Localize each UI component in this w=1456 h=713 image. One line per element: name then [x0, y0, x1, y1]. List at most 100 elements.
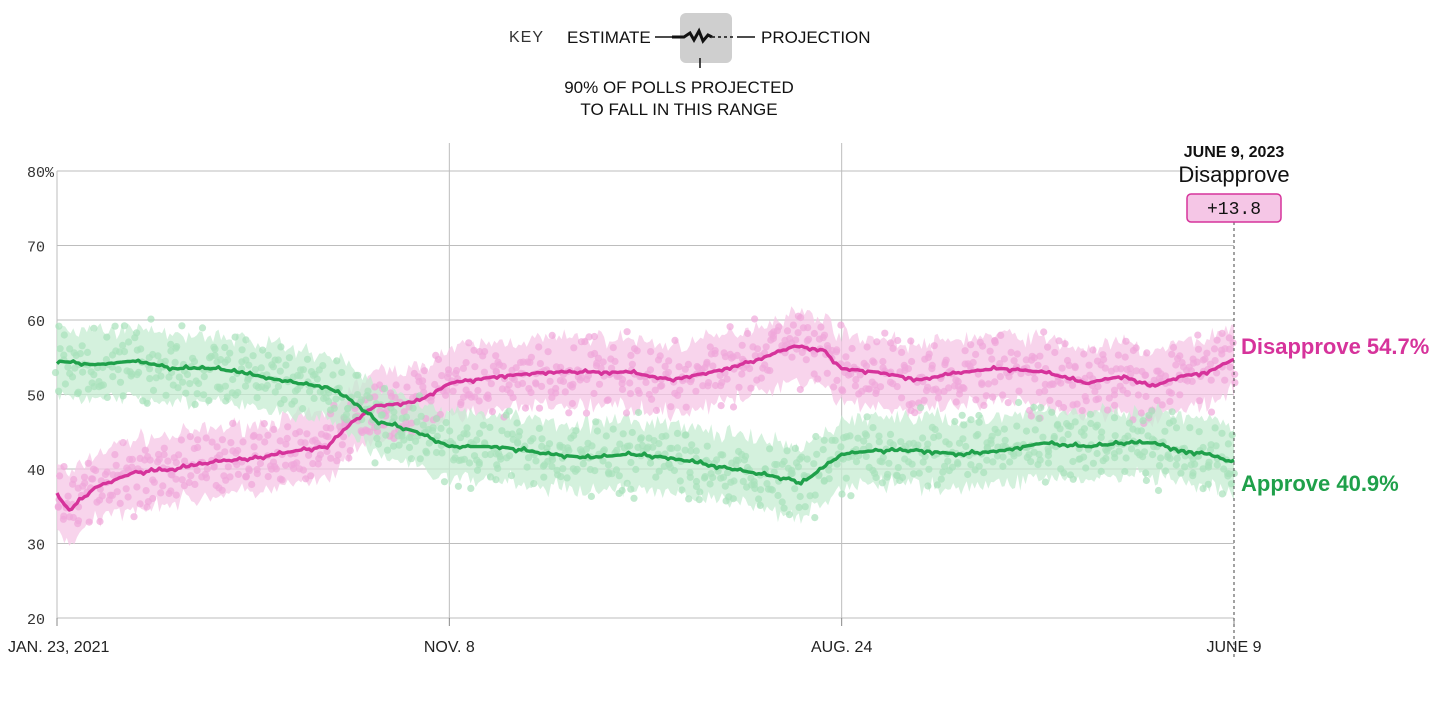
disapprove-poll-dot	[1078, 407, 1086, 415]
approve-poll-dot	[872, 473, 880, 482]
disapprove-poll-dot	[488, 408, 496, 416]
approve-poll-dot	[862, 431, 871, 439]
disapprove-poll-dot	[879, 357, 887, 366]
approve-poll-dot	[299, 366, 307, 374]
approve-poll-dot	[514, 438, 522, 446]
disapprove-poll-dot	[474, 386, 482, 395]
disapprove-poll-dot	[622, 409, 631, 417]
approve-poll-dot	[847, 492, 855, 500]
disapprove-poll-dot	[692, 387, 700, 395]
disapprove-poll-dot	[1051, 348, 1059, 357]
approve-poll-dot	[1115, 447, 1123, 455]
disapprove-poll-dot	[955, 390, 964, 398]
disapprove-poll-dot	[1058, 364, 1066, 372]
disapprove-poll-dot	[1226, 345, 1234, 353]
disapprove-poll-dot	[1176, 391, 1184, 399]
approve-poll-dot	[919, 434, 927, 442]
disapprove-poll-dot	[373, 427, 382, 436]
approve-poll-dot	[1087, 419, 1095, 428]
disapprove-poll-dot	[467, 393, 475, 401]
approve-poll-dot	[673, 444, 682, 452]
disapprove-poll-dot	[518, 379, 527, 387]
disapprove-poll-dot	[475, 397, 483, 405]
approve-poll-dot	[198, 324, 207, 332]
approve-poll-dot	[137, 345, 145, 353]
approve-poll-dot	[211, 351, 219, 359]
approve-poll-dot	[924, 482, 932, 490]
disapprove-poll-dot	[85, 518, 93, 526]
disapprove-poll-dot	[1229, 339, 1237, 347]
disapprove-poll-dot	[1207, 376, 1215, 384]
disapprove-poll-dot	[852, 376, 860, 384]
approve-poll-dot	[1022, 427, 1031, 435]
disapprove-poll-dot	[175, 451, 183, 459]
key-estimate-squiggle	[672, 27, 713, 44]
approve-poll-dot	[673, 429, 682, 437]
disapprove-poll-dot	[802, 356, 810, 364]
approve-poll-dot	[1067, 422, 1075, 430]
disapprove-poll-dot	[651, 386, 659, 394]
approve-poll-dot	[282, 361, 290, 369]
disapprove-poll-dot	[167, 487, 175, 495]
disapprove-poll-dot	[327, 424, 335, 432]
disapprove-poll-dot	[327, 454, 335, 462]
disapprove-poll-dot	[316, 451, 324, 459]
x-tick-label: JAN. 23, 2021	[8, 639, 110, 656]
disapprove-poll-dot	[334, 451, 342, 459]
approve-poll-dot	[120, 348, 129, 356]
approve-poll-dot	[755, 495, 763, 503]
disapprove-poll-dot	[898, 348, 906, 356]
disapprove-poll-dot	[925, 350, 933, 358]
approve-poll-dot	[593, 427, 602, 435]
approve-poll-dot	[1098, 428, 1106, 436]
approve-poll-dot	[373, 434, 381, 442]
approve-poll-dot	[591, 467, 599, 475]
approve-poll-dot	[1125, 419, 1133, 427]
approve-poll-dot	[588, 442, 596, 450]
disapprove-poll-dot	[986, 347, 994, 355]
disapprove-poll-dot	[969, 358, 977, 367]
approve-poll-dot	[980, 469, 988, 477]
approve-poll-dot	[609, 425, 617, 433]
disapprove-poll-dot	[270, 425, 278, 433]
approve-poll-dot	[285, 354, 293, 362]
disapprove-poll-dot	[1022, 356, 1030, 364]
disapprove-poll-dot	[1158, 401, 1166, 409]
approve-poll-dot	[1186, 424, 1194, 432]
approve-poll-dot	[993, 452, 1002, 460]
approve-poll-dot	[76, 350, 84, 358]
disapprove-poll-dot	[832, 348, 841, 356]
approve-poll-dot	[173, 343, 181, 351]
approve-poll-dot	[127, 372, 135, 380]
approve-poll-dot	[116, 378, 125, 386]
callout-margin-badge	[1186, 193, 1282, 223]
disapprove-poll-dot	[747, 384, 755, 392]
disapprove-poll-dot	[177, 436, 185, 444]
approve-poll-dot	[1080, 453, 1088, 461]
disapprove-poll-dot	[438, 372, 446, 380]
disapprove-poll-dot	[278, 476, 286, 484]
approve-poll-dot	[154, 352, 162, 360]
approve-poll-dot	[276, 367, 284, 375]
approve-poll-dot	[785, 510, 794, 519]
approve-poll-dot	[68, 373, 77, 381]
disapprove-poll-dot	[817, 323, 825, 331]
disapprove-poll-dot	[532, 379, 540, 387]
disapprove-poll-dot	[282, 461, 290, 469]
approve-poll-dot	[417, 412, 425, 420]
disapprove-poll-dot	[642, 378, 650, 386]
disapprove-poll-dot	[1040, 328, 1048, 336]
disapprove-poll-dot	[1188, 377, 1196, 385]
approve-poll-dot	[1035, 450, 1043, 458]
disapprove-poll-dot	[735, 383, 743, 391]
disapprove-poll-dot	[459, 364, 467, 372]
approve-poll-dot	[51, 369, 60, 377]
approve-poll-dot	[277, 343, 285, 351]
approve-poll-dot	[463, 430, 471, 438]
disapprove-poll-dot	[122, 485, 130, 493]
disapprove-poll-dot	[185, 478, 193, 487]
approve-poll-dot	[954, 460, 962, 468]
disapprove-poll-dot	[769, 332, 778, 340]
approve-poll-dot	[780, 504, 788, 512]
approve-poll-dot	[84, 385, 92, 393]
